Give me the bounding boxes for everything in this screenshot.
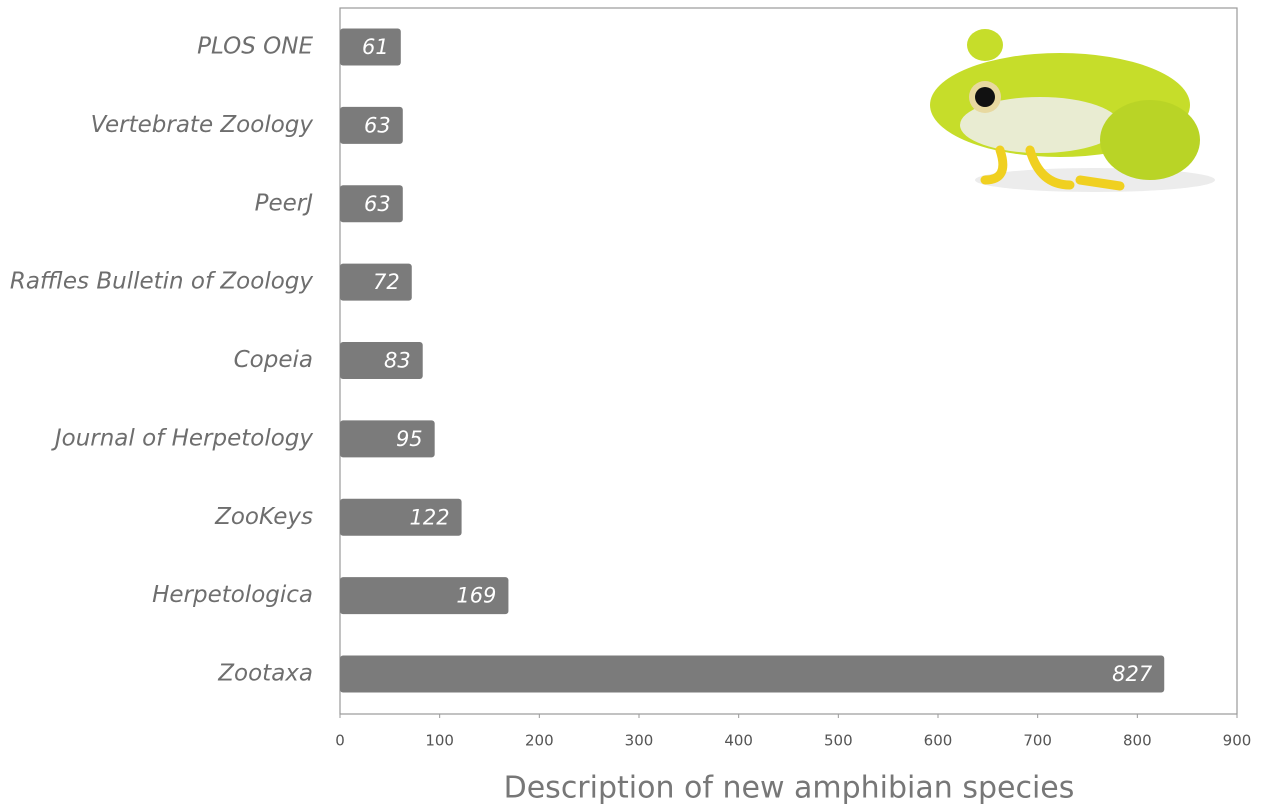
- bar: [340, 28, 401, 66]
- x-tick-label: 400: [724, 732, 753, 750]
- category-label: PLOS ONE: [197, 34, 313, 60]
- value-label: 63: [364, 113, 391, 137]
- category-label: PeerJ: [255, 190, 314, 216]
- value-label: 169: [456, 584, 496, 608]
- value-label: 83: [384, 349, 411, 373]
- value-label: 61: [362, 35, 389, 59]
- bar: [340, 185, 403, 223]
- bar: [340, 577, 509, 615]
- category-label: Copeia: [234, 347, 313, 373]
- value-label: 72: [373, 270, 400, 294]
- x-axis-title: Description of new amphibian species: [504, 771, 1075, 806]
- value-label: 827: [1112, 662, 1153, 686]
- bar: [340, 498, 462, 536]
- bar: [340, 106, 403, 144]
- bar: [340, 655, 1165, 693]
- category-label: Zootaxa: [217, 661, 313, 687]
- x-tick-label: 300: [625, 732, 654, 750]
- frog-image: [930, 29, 1215, 192]
- category-label: Raffles Bulletin of Zoology: [10, 269, 314, 295]
- x-tick-label: 100: [425, 732, 454, 750]
- x-tick-label: 500: [824, 732, 853, 750]
- category-label: Herpetologica: [152, 582, 313, 608]
- bar: [340, 342, 423, 379]
- category-label: Journal of Herpetology: [51, 425, 314, 451]
- category-label: ZooKeys: [214, 504, 313, 530]
- x-tick-label: 900: [1223, 732, 1252, 750]
- x-tick-label: 700: [1023, 732, 1052, 750]
- value-label: 63: [364, 192, 391, 216]
- bar: [340, 420, 435, 458]
- x-tick-label: 200: [525, 732, 554, 750]
- category-label: Vertebrate Zoology: [91, 112, 314, 138]
- value-label: 95: [396, 427, 423, 451]
- bar: [340, 263, 412, 301]
- value-label: 122: [409, 505, 449, 529]
- x-tick-label: 600: [924, 732, 953, 750]
- x-tick-label: 0: [335, 732, 345, 750]
- x-tick-label: 800: [1123, 732, 1152, 750]
